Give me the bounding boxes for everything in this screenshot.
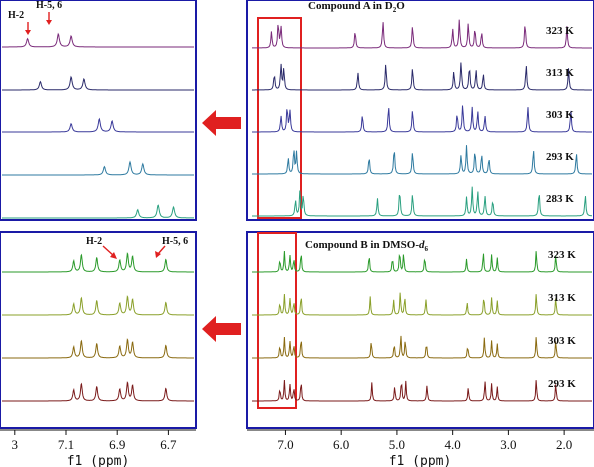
temp-label-b-1: 313 K xyxy=(548,292,576,304)
spectrum-b-full-2 xyxy=(252,335,592,359)
annotation-arrowhead-h56-a xyxy=(46,20,52,25)
panel-a-zoom-frame xyxy=(0,0,197,221)
spectrum-b-full-0 xyxy=(252,250,592,273)
x-tick-label-left-2: 6.9 xyxy=(109,437,125,452)
temp-label-b-2: 303 K xyxy=(548,335,576,347)
temp-label-a-4: 283 K xyxy=(546,193,574,205)
spectrum-a-zoom-2 xyxy=(2,117,194,133)
x-tick-label-right-1: 6.0 xyxy=(333,437,349,452)
x-tick-label-right-2: 5.0 xyxy=(389,437,405,452)
highlight-box-b xyxy=(257,232,297,409)
temp-label-b-3: 293 K xyxy=(548,378,576,390)
spectrum-b-full-3 xyxy=(252,379,592,402)
x-tick-label-right-5: 2.0 xyxy=(556,437,572,452)
spectrum-a-full-4 xyxy=(252,186,593,217)
temperature-labels: 323 K 313 K 303 K 293 K 283 K 323 K 313 K 303 K… xyxy=(546,25,576,390)
annotation-arrowhead-h2-b xyxy=(110,252,117,259)
x-axis-title-right: f1 (ppm) xyxy=(389,454,452,467)
annotation-arrowhead-h2-a xyxy=(25,30,31,35)
x-tick-label-left-0: 3 xyxy=(12,437,19,452)
spectrum-b-zoom-3 xyxy=(2,381,194,402)
x-tick-label-right-0: 7.0 xyxy=(277,437,293,452)
temp-label-a-0: 323 K xyxy=(546,25,574,37)
annotation-arrowhead-h56-b xyxy=(155,251,161,258)
x-axis-title-left: f1 (ppm) xyxy=(67,454,130,467)
arrow-left-a-icon xyxy=(202,110,241,136)
x-tick-label-right-3: 4.0 xyxy=(445,437,461,452)
temp-label-a-1: 313 K xyxy=(546,67,574,79)
panel-b-zoom-frame xyxy=(0,231,197,429)
spectrum-b-zoom-2 xyxy=(2,338,194,359)
spectrum-a-zoom-1 xyxy=(2,75,194,91)
annotation-h2-a: H-2 xyxy=(8,10,24,21)
spectrum-a-full-3 xyxy=(252,145,593,175)
annotation-arrow-h56-b xyxy=(157,245,166,255)
temp-label-a-2: 303 K xyxy=(546,109,574,121)
spectrum-a-full-1 xyxy=(252,62,592,91)
spectrum-b-zoom-0 xyxy=(2,252,194,273)
highlight-box-a xyxy=(257,17,302,219)
x-tick-label-right-4: 3.0 xyxy=(500,437,516,452)
spectrum-a-zoom-4 xyxy=(2,204,194,219)
spectra-traces xyxy=(2,19,593,402)
annotation-h2-b: H-2 xyxy=(86,236,102,247)
spectrum-b-zoom-1 xyxy=(2,295,194,316)
temp-label-b-0: 323 K xyxy=(548,249,576,261)
annotation-h56-b: H-5, 6 xyxy=(162,236,188,247)
spectrum-a-full-0 xyxy=(252,19,592,49)
annotation-h56-a: H-5, 6 xyxy=(36,0,62,11)
x-tick-label-left-3: 6.7 xyxy=(160,437,177,452)
arrow-left-b-icon xyxy=(202,316,241,342)
temp-label-a-3: 293 K xyxy=(546,151,574,163)
compound-a-title: Compound A in D2O xyxy=(308,0,405,14)
panel-b-full-frame xyxy=(246,231,594,429)
panel-a-full-frame xyxy=(246,0,594,221)
spectrum-a-zoom-3 xyxy=(2,160,194,176)
axis-ticks: 7.0 6.0 5.0 4.0 3.0 2.0 3 7.1 6.9 6.7 xyxy=(0,429,594,452)
spectrum-a-zoom-0 xyxy=(2,32,194,48)
spectrum-b-full-1 xyxy=(252,292,592,316)
x-tick-label-left-1: 7.1 xyxy=(58,437,74,452)
compound-b-title: Compound B in DMSO-d6 xyxy=(305,239,429,253)
spectrum-a-full-2 xyxy=(252,105,592,133)
